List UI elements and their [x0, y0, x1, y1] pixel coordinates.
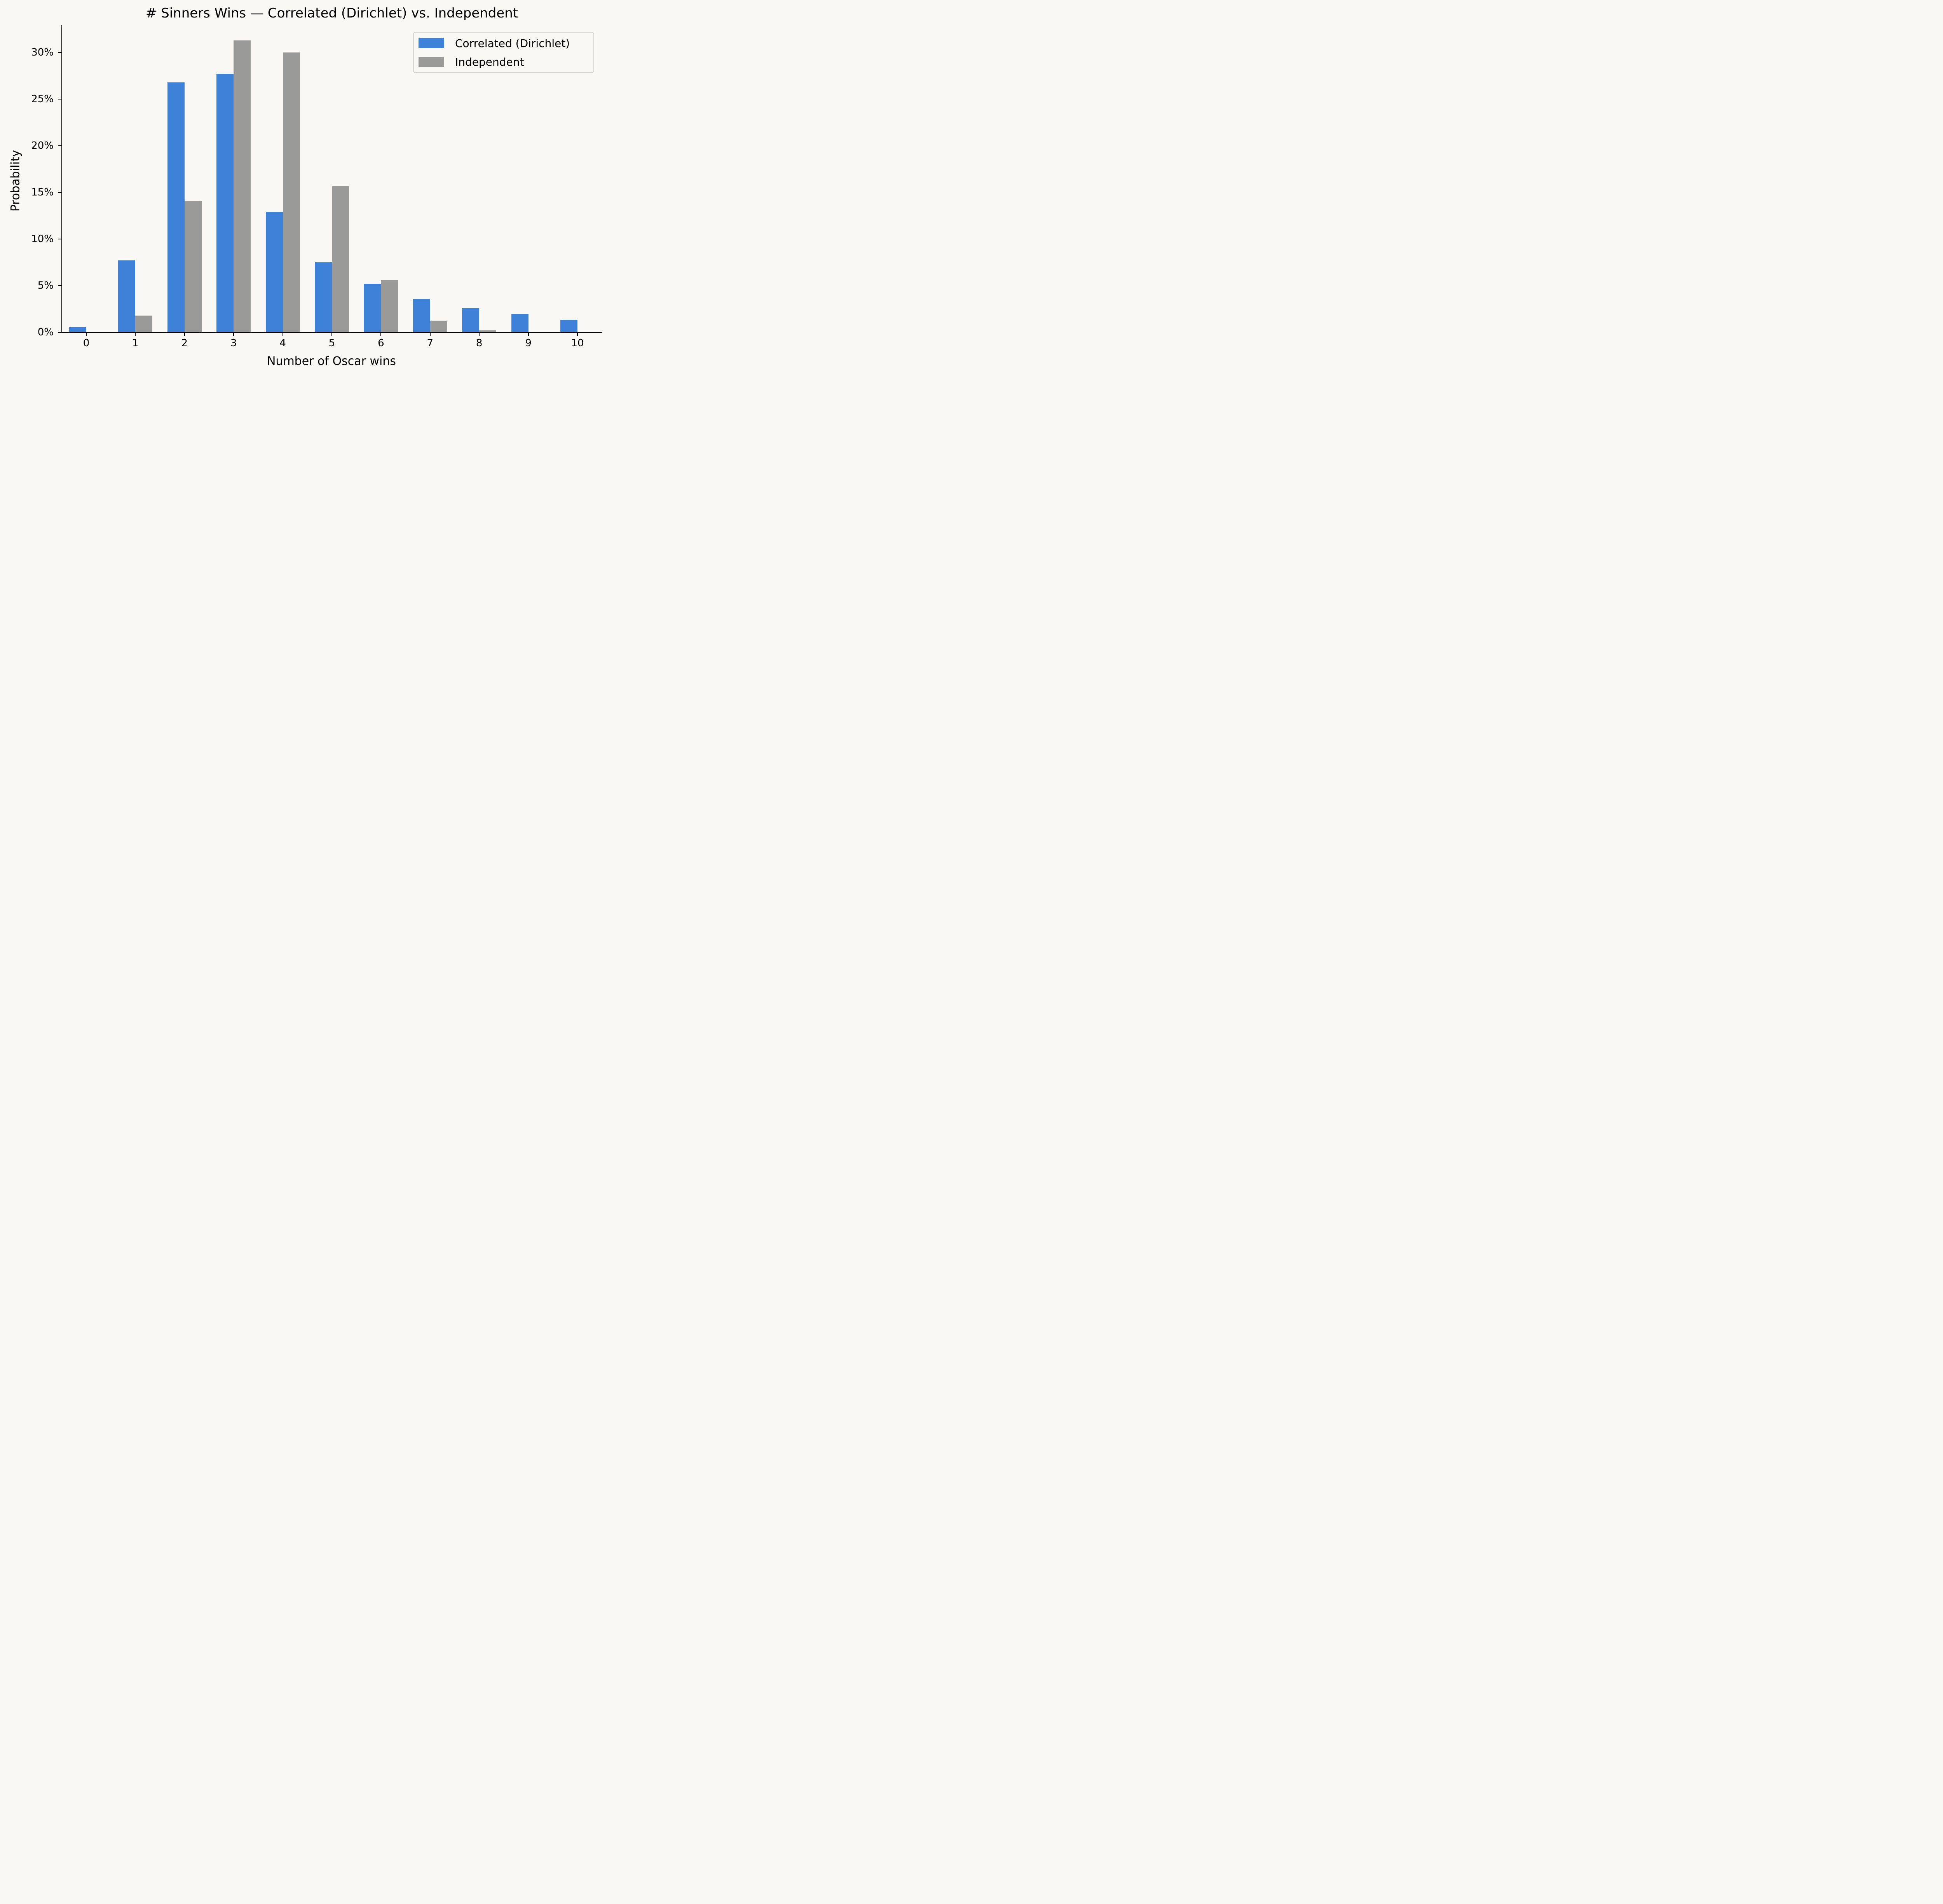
bar-independent: [430, 321, 447, 332]
bar-correlated: [364, 284, 381, 332]
bar-correlated: [216, 74, 234, 332]
x-tick-label: 7: [427, 337, 434, 349]
legend-label-independent: Independent: [455, 55, 524, 68]
chart-title: # Sinners Wins — Correlated (Dirichlet) …: [145, 5, 518, 21]
x-tick: [528, 333, 529, 336]
x-tick-label: 0: [83, 337, 90, 349]
y-tick-label: 10%: [31, 233, 54, 245]
x-tick-label: 9: [525, 337, 532, 349]
bar-correlated: [462, 308, 480, 332]
bar-correlated: [167, 82, 185, 332]
bar-correlated: [118, 260, 136, 332]
bar-independent: [184, 201, 202, 332]
x-tick-label: 1: [132, 337, 139, 349]
x-axis-label: Number of Oscar wins: [267, 354, 396, 368]
x-tick: [331, 333, 332, 336]
x-tick-label: 4: [279, 337, 286, 349]
x-tick: [577, 333, 578, 336]
x-tick: [479, 333, 480, 336]
bar-independent: [381, 280, 398, 332]
x-tick: [380, 333, 382, 336]
bar-independent: [234, 40, 251, 332]
bar-independent: [283, 52, 300, 332]
legend-swatch-independent: [419, 57, 444, 67]
x-tick: [184, 333, 185, 336]
y-tick-label: 30%: [31, 47, 54, 58]
y-tick: [58, 192, 61, 193]
bar-correlated: [511, 314, 528, 332]
bar-correlated: [413, 298, 430, 332]
y-tick-label: 25%: [31, 93, 54, 105]
x-tick-label: 8: [476, 337, 483, 349]
bar-independent: [135, 315, 153, 332]
bar-independent: [332, 186, 349, 332]
y-tick: [58, 285, 61, 286]
y-tick: [58, 52, 61, 53]
y-tick-label: 20%: [31, 140, 54, 152]
bar-correlated: [69, 327, 86, 332]
legend-swatch-correlated: [419, 38, 444, 48]
bar-correlated: [315, 262, 332, 332]
x-tick: [233, 333, 234, 336]
legend-label-correlated: Correlated (Dirichlet): [455, 37, 570, 50]
x-tick: [86, 333, 87, 336]
y-tick-label: 15%: [31, 187, 54, 198]
y-tick-label: 5%: [37, 280, 54, 291]
x-axis-line: [61, 332, 602, 333]
x-tick-label: 5: [328, 337, 335, 349]
legend-item-correlated: Correlated (Dirichlet): [419, 37, 570, 50]
x-tick: [135, 333, 136, 336]
x-tick-label: 3: [230, 337, 237, 349]
y-tick: [58, 332, 61, 333]
x-tick-label: 10: [571, 337, 584, 349]
x-tick: [429, 333, 431, 336]
legend-item-independent: Independent: [419, 56, 524, 68]
y-axis-label: Probability: [9, 150, 23, 212]
x-tick-label: 2: [181, 337, 188, 349]
y-tick-label: 0%: [37, 326, 54, 338]
bar-correlated: [560, 319, 577, 332]
bar-independent: [479, 330, 497, 332]
y-tick: [58, 145, 61, 146]
x-tick-label: 6: [378, 337, 384, 349]
bar-correlated: [265, 212, 283, 332]
legend: Correlated (Dirichlet) Independent: [413, 32, 594, 73]
y-axis-line: [61, 25, 62, 333]
